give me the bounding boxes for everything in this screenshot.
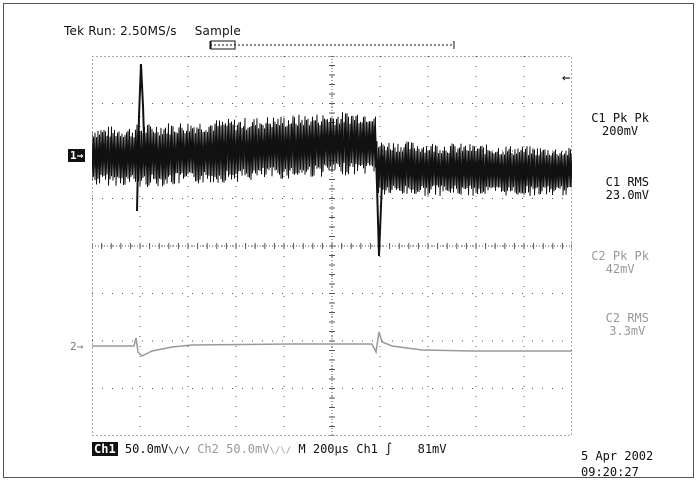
- record-length-bar: [209, 40, 455, 50]
- measurement-value: 200mV: [602, 124, 639, 138]
- measurement-value: 42mV: [605, 262, 635, 276]
- trigger-level-arrow[interactable]: ←: [562, 70, 571, 86]
- measurement-label: C2 RMS: [605, 311, 649, 325]
- measurement-c1-pkpk: C1 Pk Pk 200mV: [591, 112, 649, 138]
- measurement-value: 3.3mV: [609, 324, 646, 338]
- measurement-label: C2 Pk Pk: [591, 249, 649, 263]
- waveform-display: [92, 56, 572, 436]
- timebase[interactable]: M 200µs: [298, 442, 349, 456]
- run-status-text: Tek Run: 2.50MS/s: [64, 24, 177, 38]
- ch2-label[interactable]: Ch2: [197, 442, 219, 456]
- measurement-label: C1 RMS: [605, 175, 649, 189]
- measurement-c1-rms: C1 RMS 23.0mV: [606, 176, 649, 202]
- trigger-slope-icon: ∫: [385, 442, 393, 456]
- scope-screen: Tek Run: 2.50MS/s Sample 1→ 2→ ← C1 Pk Pk…: [3, 3, 694, 480]
- measurement-value: 23.0mV: [605, 188, 649, 202]
- graticule: [92, 56, 572, 436]
- ch1-scale: 50.0mV: [124, 442, 169, 456]
- acquisition-mode-text: Sample: [194, 24, 241, 38]
- ch1-coupling-icon: \/\/: [168, 446, 190, 456]
- scope-settings-bar: Ch1 50.0mV\/\/ Ch2 50.0mV\/\/ M 200µs Ch…: [92, 442, 447, 456]
- ch2-coupling-icon: \/\/: [269, 446, 292, 456]
- ch1-waveform: [92, 63, 572, 257]
- measurement-c2-pkpk: C2 Pk Pk 42mV: [591, 250, 649, 276]
- ch2-waveform: [92, 331, 572, 357]
- acquisition-status: Tek Run: 2.50MS/s Sample: [64, 24, 241, 38]
- timestamp: 5 Apr 2002 09:20:27: [581, 448, 653, 480]
- trigger-level[interactable]: 81mV: [417, 442, 447, 456]
- date-text: 5 Apr 2002: [581, 449, 654, 463]
- time-text: 09:20:27: [581, 465, 639, 479]
- measurement-c2-rms: C2 RMS 3.3mV: [606, 312, 649, 338]
- measurement-label: C1 Pk Pk: [591, 111, 649, 125]
- ch2-ground-marker[interactable]: 2→: [70, 340, 84, 353]
- ch1-ground-marker[interactable]: 1→: [68, 149, 86, 162]
- ch1-tag[interactable]: Ch1: [92, 442, 118, 456]
- ch2-scale: 50.0mV: [226, 442, 270, 456]
- trigger-source[interactable]: Ch1: [356, 442, 378, 456]
